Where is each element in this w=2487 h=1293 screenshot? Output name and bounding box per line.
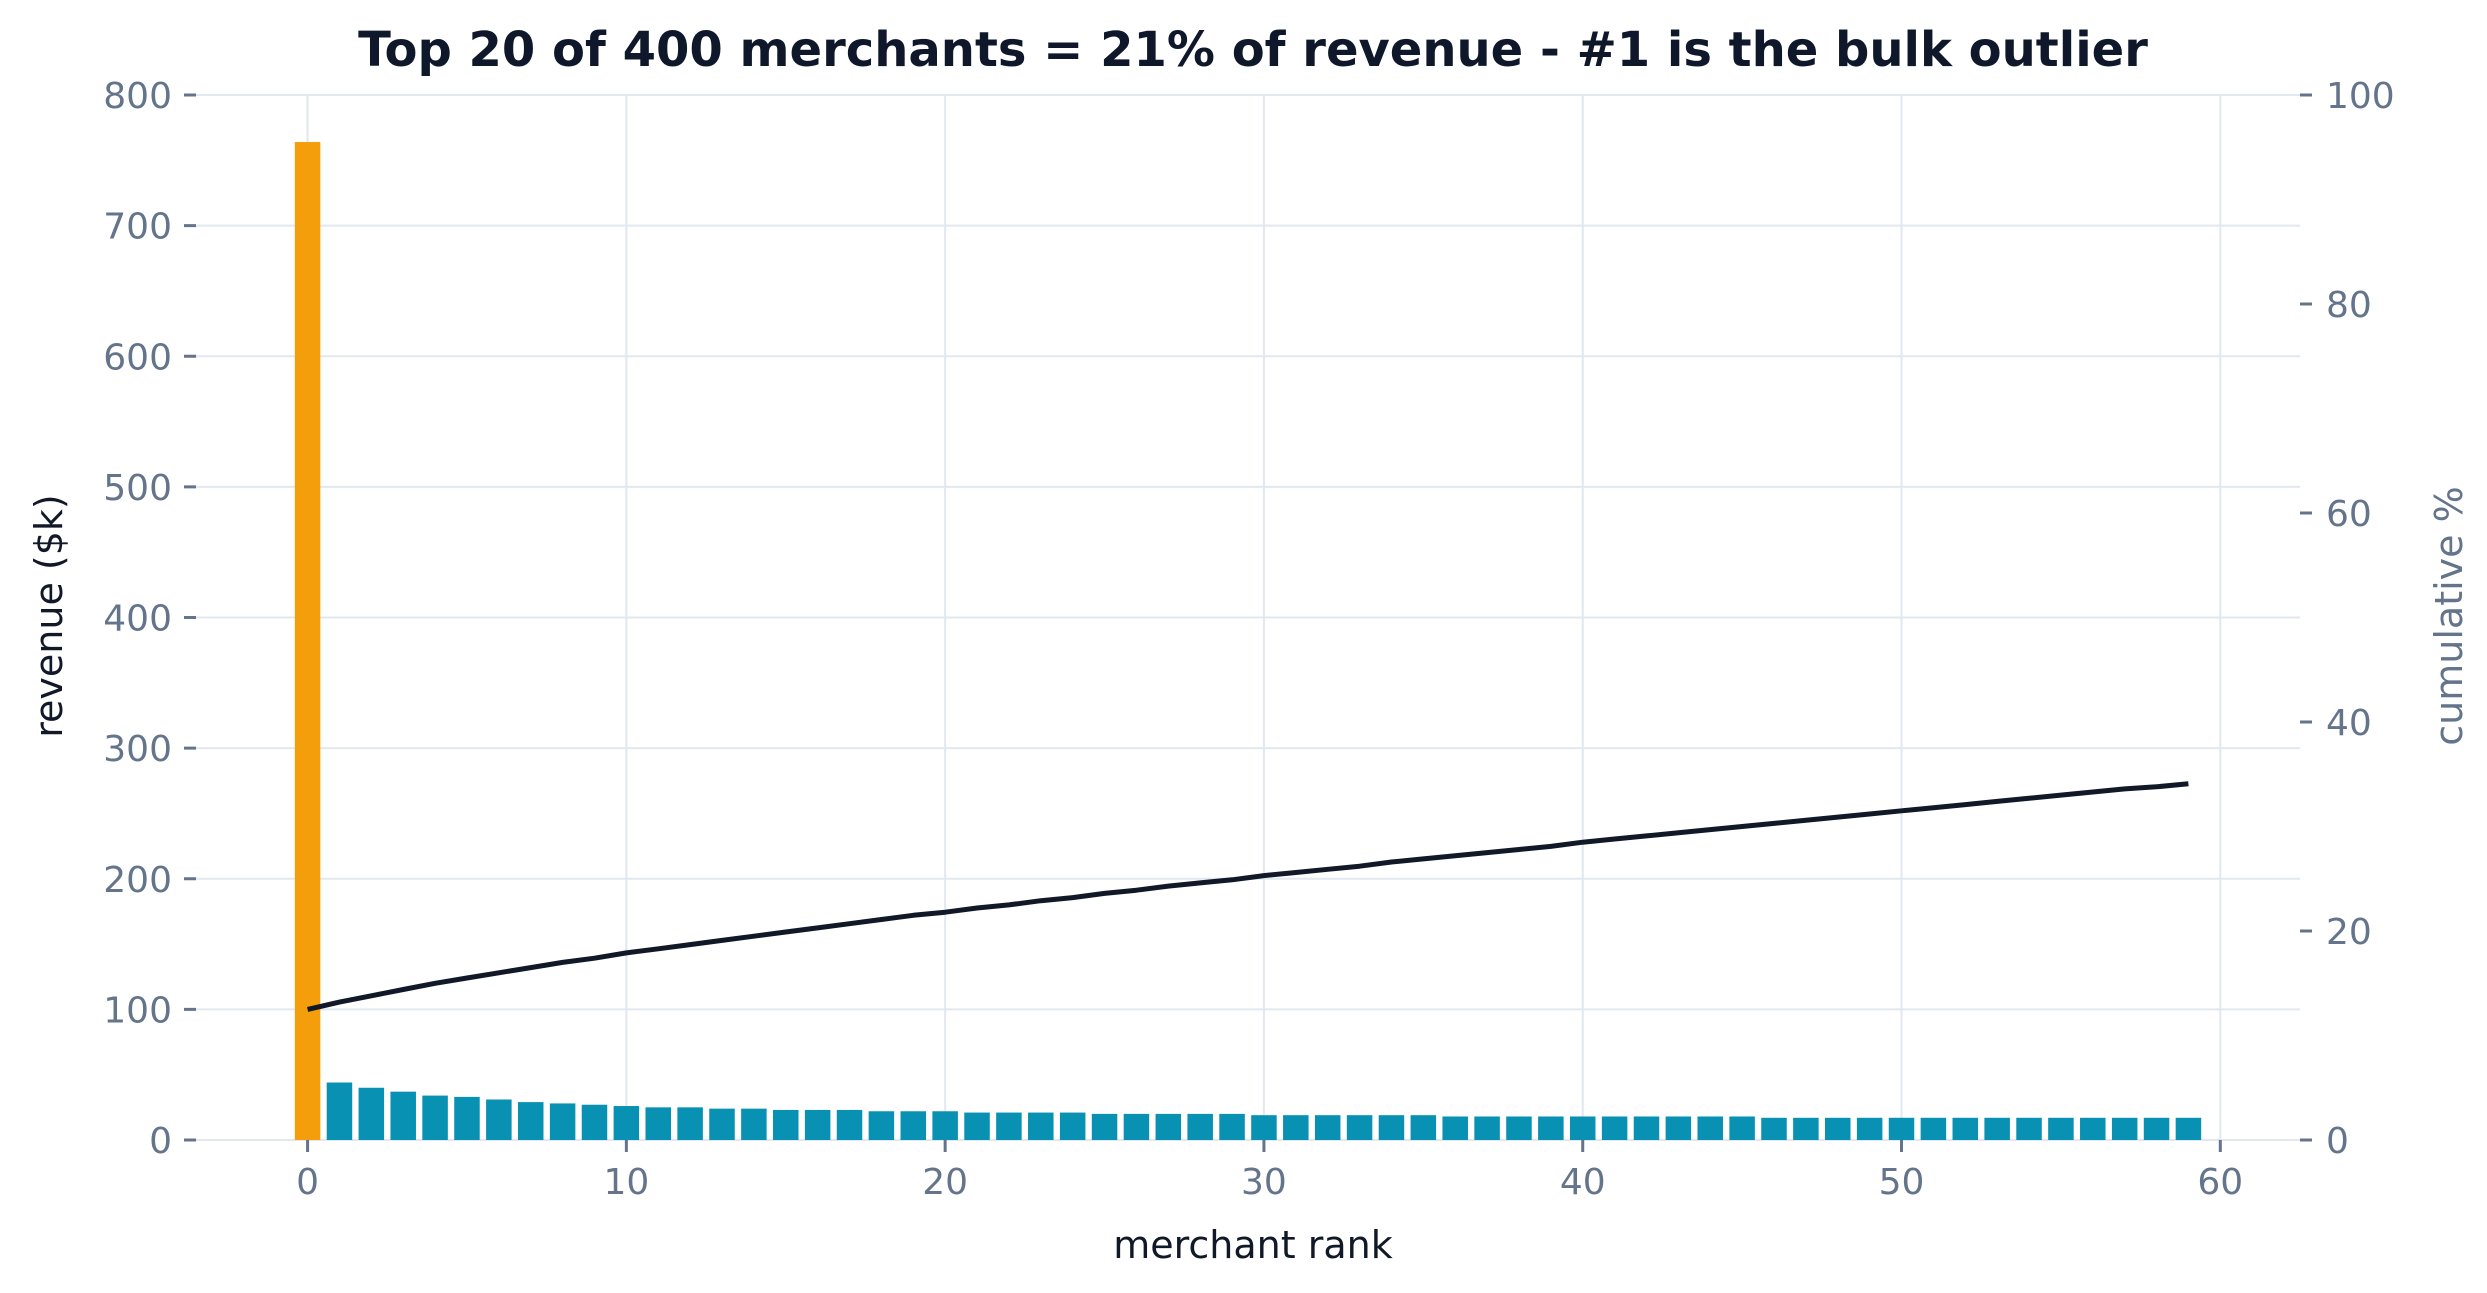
x-tick-label: 10: [603, 1162, 649, 1203]
revenue-bar: [709, 1108, 735, 1140]
y2-tick-label: 0: [2326, 1121, 2349, 1162]
revenue-bar: [773, 1109, 799, 1140]
y2-tick-label: 80: [2326, 285, 2372, 326]
revenue-bar: [1569, 1116, 1596, 1140]
revenue-bar: [1920, 1117, 1947, 1140]
y-tick-label: 500: [103, 468, 172, 509]
x-tick-label: 60: [2197, 1162, 2243, 1203]
revenue-bar: [2080, 1117, 2106, 1140]
x-tick-label: 30: [1241, 1162, 1287, 1203]
y2-tick-label: 100: [2326, 76, 2395, 117]
revenue-bar: [1219, 1113, 1245, 1140]
x-tick-label: 0: [296, 1162, 319, 1203]
revenue-bar: [549, 1103, 576, 1140]
revenue-bar: [1028, 1112, 1054, 1140]
cumulative-line-layer: [307, 781, 2189, 1012]
revenue-bar: [2175, 1117, 2202, 1140]
revenue-bar: [1601, 1116, 1628, 1140]
revenue-bar: [932, 1111, 958, 1140]
revenue-bar: [358, 1087, 385, 1140]
revenue-bar: [517, 1102, 544, 1140]
chart-title: Top 20 of 400 merchants = 21% of revenue…: [358, 22, 2148, 78]
revenue-bar: [1123, 1113, 1150, 1140]
revenue-bar: [804, 1109, 831, 1140]
y-tick-label: 700: [103, 207, 172, 248]
revenue-bar: [645, 1107, 671, 1140]
revenue-bar: [2143, 1117, 2170, 1140]
y-tick-label: 400: [103, 599, 172, 640]
revenue-bar: [1474, 1116, 1500, 1140]
revenue-bar: [1888, 1117, 1915, 1140]
revenue-bar: [422, 1095, 448, 1140]
outlier-bar: [294, 142, 321, 1140]
x-tick-label: 40: [1560, 1162, 1606, 1203]
y-tick-label: 200: [103, 860, 172, 901]
revenue-bar: [1984, 1117, 2010, 1140]
revenue-bar: [2048, 1117, 2074, 1140]
revenue-bar: [1506, 1116, 1532, 1140]
revenue-bar: [1856, 1117, 1883, 1140]
x-tick-label: 50: [1879, 1162, 1925, 1203]
revenue-bars: [294, 142, 2202, 1140]
revenue-bar: [454, 1096, 480, 1140]
revenue-bar: [1378, 1115, 1405, 1140]
revenue-bar: [326, 1082, 353, 1140]
y-tick-label: 0: [149, 1121, 172, 1162]
revenue-bar: [996, 1112, 1022, 1140]
revenue-bar: [1952, 1117, 1979, 1140]
revenue-bar: [677, 1107, 703, 1140]
revenue-bar: [1665, 1116, 1692, 1140]
revenue-bar: [1538, 1116, 1564, 1140]
revenue-bar: [390, 1091, 416, 1140]
revenue-bar: [1091, 1113, 1118, 1140]
y-tick-label: 600: [103, 337, 172, 378]
revenue-bar: [1761, 1117, 1787, 1140]
revenue-bar: [1729, 1116, 1755, 1140]
revenue-bar: [1059, 1112, 1086, 1140]
revenue-bar: [1825, 1117, 1851, 1140]
revenue-bar: [1442, 1116, 1468, 1140]
revenue-bar: [1187, 1113, 1213, 1140]
revenue-bar: [2016, 1117, 2042, 1140]
cumulative-line: [307, 781, 2189, 1012]
x-axis-label: merchant rank: [1113, 1223, 1393, 1267]
y-tick-label: 100: [103, 990, 172, 1031]
revenue-bar: [1314, 1115, 1341, 1140]
revenue-bar: [1251, 1115, 1277, 1140]
revenue-bar: [1283, 1115, 1309, 1140]
revenue-bar: [1633, 1116, 1660, 1140]
revenue-bar: [900, 1111, 927, 1140]
revenue-bar: [741, 1108, 767, 1140]
revenue-bar: [868, 1111, 895, 1140]
x-tick-label: 20: [922, 1162, 968, 1203]
y-tick-label: 300: [103, 729, 172, 770]
revenue-bar: [1155, 1113, 1182, 1140]
revenue-bar: [486, 1099, 512, 1140]
revenue-bar: [964, 1112, 990, 1140]
revenue-bar: [836, 1109, 863, 1140]
revenue-bar: [613, 1106, 640, 1140]
y-tick-label: 800: [103, 76, 172, 117]
revenue-bar: [1410, 1115, 1437, 1140]
revenue-bar: [1697, 1116, 1723, 1140]
y2-tick-label: 20: [2326, 912, 2372, 953]
revenue-bar: [1793, 1117, 1819, 1140]
y2-tick-label: 40: [2326, 703, 2372, 744]
y-axis-label: revenue ($k): [27, 494, 71, 738]
y2-axis-label: cumulative %: [2427, 486, 2471, 745]
revenue-bar: [581, 1104, 608, 1140]
axes: 0 100 200 300 400 500 600 700 800 0 20 40 60 80 100 0 10…: [103, 76, 2394, 1203]
revenue-bar: [1346, 1115, 1373, 1140]
revenue-bar: [2111, 1117, 2138, 1140]
y2-tick-label: 60: [2326, 494, 2372, 535]
